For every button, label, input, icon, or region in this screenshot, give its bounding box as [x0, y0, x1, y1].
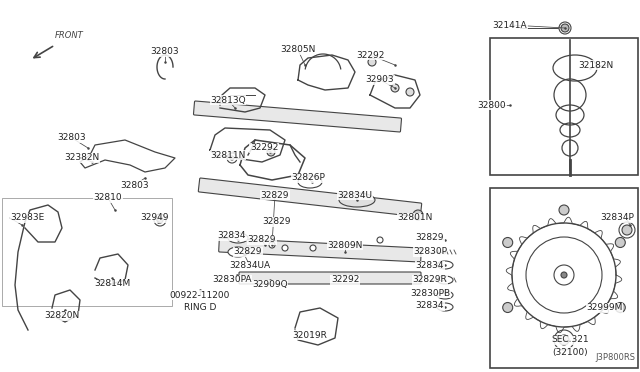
Circle shape — [310, 245, 316, 251]
Text: 32903: 32903 — [365, 76, 394, 84]
Text: 32834: 32834 — [416, 262, 444, 270]
Text: 32803: 32803 — [121, 180, 149, 189]
Text: 32909Q: 32909Q — [252, 280, 288, 289]
Text: 32829R: 32829R — [413, 276, 447, 285]
Circle shape — [230, 156, 234, 160]
Text: 32820N: 32820N — [44, 311, 79, 321]
Ellipse shape — [298, 176, 322, 188]
Text: 32019R: 32019R — [292, 330, 328, 340]
Text: 32999M: 32999M — [587, 304, 623, 312]
Circle shape — [502, 302, 513, 312]
FancyBboxPatch shape — [219, 238, 421, 262]
Text: 32826P: 32826P — [291, 173, 325, 183]
Text: 32829: 32829 — [416, 234, 444, 243]
Text: 32805N: 32805N — [280, 45, 316, 55]
Circle shape — [413, 210, 423, 220]
Text: 32182N: 32182N — [579, 61, 614, 70]
Ellipse shape — [437, 276, 453, 284]
Circle shape — [502, 237, 513, 247]
Circle shape — [615, 302, 625, 312]
Text: 32829: 32829 — [234, 247, 262, 257]
Text: SEC.321: SEC.321 — [551, 336, 589, 344]
Text: 32803: 32803 — [58, 134, 86, 142]
Text: 32803: 32803 — [150, 48, 179, 57]
Text: 32810: 32810 — [93, 193, 122, 202]
Circle shape — [267, 148, 275, 156]
Bar — [490, 38, 638, 175]
Text: 32811N: 32811N — [211, 151, 246, 160]
Circle shape — [615, 237, 625, 247]
Text: (32100): (32100) — [552, 347, 588, 356]
Text: 32829: 32829 — [260, 190, 289, 199]
Text: FRONT: FRONT — [55, 31, 84, 40]
Text: 32809N: 32809N — [327, 241, 363, 250]
Text: 32292: 32292 — [250, 144, 278, 153]
Text: 32949: 32949 — [141, 214, 169, 222]
Text: 32834: 32834 — [416, 301, 444, 311]
Circle shape — [282, 245, 288, 251]
Bar — [490, 188, 638, 368]
Circle shape — [157, 217, 163, 223]
Ellipse shape — [228, 247, 248, 257]
Text: 32801N: 32801N — [397, 214, 433, 222]
Text: 32813Q: 32813Q — [210, 96, 246, 105]
Circle shape — [391, 84, 399, 92]
Circle shape — [559, 205, 569, 215]
Text: 32830PB: 32830PB — [410, 289, 450, 298]
Circle shape — [622, 225, 632, 235]
Text: RING D: RING D — [184, 302, 216, 311]
Bar — [2, 198, 172, 306]
Text: 32829: 32829 — [263, 218, 291, 227]
Text: 32141A: 32141A — [493, 20, 527, 29]
Ellipse shape — [437, 261, 453, 269]
Circle shape — [269, 242, 275, 248]
Text: 32382N: 32382N — [65, 154, 100, 163]
Circle shape — [559, 335, 569, 345]
Text: 32830PA: 32830PA — [212, 276, 252, 285]
Text: 32834U: 32834U — [337, 190, 372, 199]
Circle shape — [377, 237, 383, 243]
Ellipse shape — [339, 193, 375, 207]
Text: J3P800RS: J3P800RS — [595, 353, 635, 362]
Text: 32292: 32292 — [356, 51, 384, 60]
Text: 32814M: 32814M — [94, 279, 130, 289]
Text: 32292: 32292 — [331, 276, 359, 285]
FancyBboxPatch shape — [198, 178, 422, 217]
FancyBboxPatch shape — [239, 272, 421, 284]
Text: 32829: 32829 — [248, 235, 276, 244]
Text: 32800: 32800 — [477, 100, 506, 109]
Circle shape — [406, 88, 414, 96]
Ellipse shape — [437, 303, 453, 311]
Circle shape — [561, 272, 567, 278]
Text: 32834P: 32834P — [600, 214, 634, 222]
Text: 00922-11200: 00922-11200 — [170, 291, 230, 299]
FancyBboxPatch shape — [193, 101, 401, 132]
Text: 32834: 32834 — [218, 231, 246, 241]
Ellipse shape — [228, 233, 248, 243]
Circle shape — [561, 24, 569, 32]
Ellipse shape — [437, 291, 453, 299]
Text: 32834UA: 32834UA — [229, 262, 271, 270]
Circle shape — [368, 58, 376, 66]
Text: 32983E: 32983E — [10, 214, 44, 222]
Text: 32830P: 32830P — [413, 247, 447, 257]
